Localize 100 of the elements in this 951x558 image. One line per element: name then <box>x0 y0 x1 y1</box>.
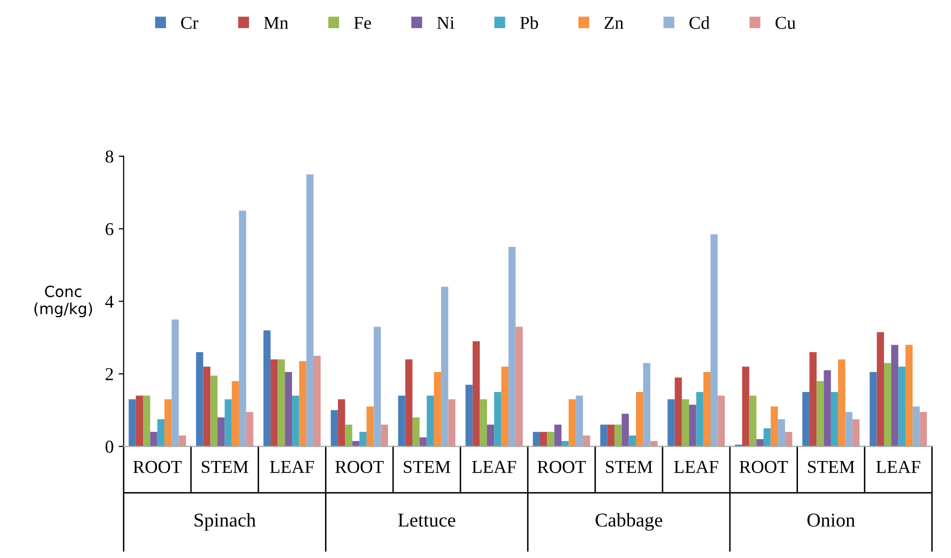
bar <box>218 417 225 446</box>
bar <box>636 392 644 446</box>
bar <box>284 372 292 446</box>
bar <box>614 424 622 446</box>
bar <box>278 359 285 446</box>
bar <box>210 376 218 446</box>
bar <box>607 424 615 446</box>
bar <box>359 432 367 446</box>
bar <box>554 424 562 446</box>
bar <box>306 174 314 446</box>
y-tick-label: 0 <box>106 440 114 453</box>
bar <box>650 440 658 446</box>
bar <box>582 436 590 446</box>
x-tick-label: STEM <box>808 460 854 473</box>
bar <box>178 436 186 446</box>
bar <box>196 352 204 446</box>
bar <box>426 396 434 446</box>
legend-label: Zn <box>604 16 624 29</box>
bar <box>142 396 150 446</box>
legend-label: Cu <box>776 16 796 29</box>
bar <box>238 210 246 446</box>
bar <box>628 436 636 446</box>
bar <box>516 326 523 446</box>
bar <box>912 406 920 446</box>
legend-label: Cd <box>689 16 710 29</box>
bar <box>682 399 690 446</box>
bar <box>532 432 540 446</box>
bar <box>246 412 254 446</box>
bar <box>128 399 136 446</box>
bar <box>703 372 711 446</box>
bar <box>802 392 810 446</box>
bar <box>622 414 629 446</box>
bar <box>203 366 210 446</box>
bar <box>689 404 696 446</box>
bar <box>398 396 406 446</box>
bar <box>884 362 892 446</box>
legend-label: Cr <box>181 16 198 29</box>
bar <box>876 332 884 446</box>
bar <box>845 412 852 446</box>
bar <box>434 372 442 446</box>
bar <box>643 362 650 446</box>
bar <box>674 377 682 446</box>
bar <box>830 392 838 446</box>
bar <box>405 359 412 446</box>
bar <box>540 432 548 446</box>
bar <box>718 396 725 446</box>
bar <box>330 410 338 446</box>
bar <box>465 384 473 446</box>
bar <box>824 370 831 446</box>
bar <box>448 399 456 446</box>
x-tick-label: ROOT <box>133 460 182 473</box>
bar <box>898 366 906 446</box>
bar <box>374 326 381 446</box>
bar <box>778 419 786 446</box>
bar <box>568 399 576 446</box>
y-tick-label: 8 <box>106 150 114 163</box>
bar <box>508 246 516 446</box>
x-tick-label: LEAF <box>876 460 920 473</box>
x-tick-label: STEM <box>404 460 450 473</box>
y-tick-label: 6 <box>106 223 114 236</box>
bar <box>756 439 764 446</box>
x-tick-label: ROOT <box>740 460 788 473</box>
x-tick-label: ROOT <box>537 460 586 473</box>
bar <box>494 392 502 446</box>
bar <box>164 399 172 446</box>
bar <box>668 399 675 446</box>
bar <box>561 440 569 446</box>
bar <box>441 286 448 446</box>
bar <box>338 399 346 446</box>
legend-label: Pb <box>520 16 538 29</box>
bar <box>852 419 860 446</box>
bar <box>224 399 232 446</box>
bar <box>905 344 913 446</box>
bar <box>157 419 164 446</box>
bar <box>380 424 388 446</box>
x-tick-label: ROOT <box>335 460 384 473</box>
y-tick-label: 4 <box>105 296 114 308</box>
bar <box>710 234 718 446</box>
legend-label: Ni <box>437 16 454 29</box>
bar <box>352 440 360 446</box>
text: Cabbage <box>596 512 662 531</box>
text: Spinach <box>194 513 256 531</box>
bar <box>870 372 877 446</box>
bar <box>486 424 494 446</box>
bar <box>263 330 271 446</box>
legend-label: Fe <box>354 16 371 29</box>
bar <box>838 359 846 446</box>
bar <box>480 399 487 446</box>
text: Onion <box>807 514 855 527</box>
bar <box>576 396 583 446</box>
x-tick-label: STEM <box>606 460 652 473</box>
bar <box>412 417 420 446</box>
bar <box>785 432 792 446</box>
bar <box>314 356 321 446</box>
bar <box>816 381 824 446</box>
bar <box>172 319 179 446</box>
bar <box>696 392 704 446</box>
bar <box>749 396 756 446</box>
bar <box>150 432 158 446</box>
bar <box>366 406 374 446</box>
